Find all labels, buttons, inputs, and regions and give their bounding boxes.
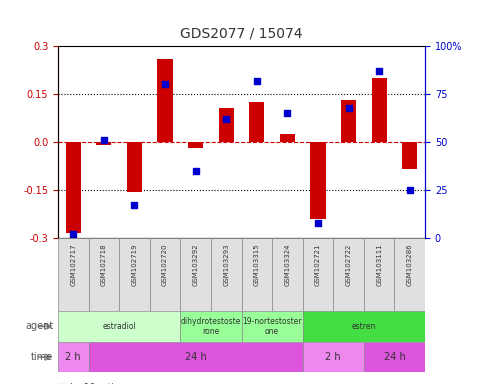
Point: [192, 168, 199, 174]
Bar: [66, 142, 81, 233]
Text: estren: estren: [352, 322, 376, 331]
Text: GSM102718: GSM102718: [101, 243, 107, 286]
FancyBboxPatch shape: [58, 238, 88, 311]
Text: 2 h: 2 h: [326, 352, 341, 362]
FancyBboxPatch shape: [88, 238, 119, 311]
Point: [314, 220, 322, 226]
FancyBboxPatch shape: [180, 238, 211, 311]
Bar: [303, 311, 425, 342]
Text: GSM102720: GSM102720: [162, 243, 168, 286]
Point: [375, 68, 383, 74]
FancyBboxPatch shape: [150, 238, 180, 311]
Text: GDS2077 / 15074: GDS2077 / 15074: [180, 27, 303, 41]
Text: log10 ratio: log10 ratio: [70, 383, 119, 384]
Point: [100, 137, 108, 143]
Bar: [364, 342, 425, 372]
FancyBboxPatch shape: [364, 238, 395, 311]
FancyBboxPatch shape: [272, 238, 303, 311]
Text: GSM103324: GSM103324: [284, 243, 290, 286]
Text: GSM103293: GSM103293: [223, 243, 229, 286]
FancyBboxPatch shape: [303, 238, 333, 311]
FancyBboxPatch shape: [242, 238, 272, 311]
Point: [406, 187, 413, 193]
Point: [70, 231, 77, 237]
Bar: [127, 142, 142, 192]
Bar: [341, 101, 356, 142]
FancyBboxPatch shape: [333, 238, 364, 311]
Text: estradiol: estradiol: [102, 322, 136, 331]
Text: GSM102722: GSM102722: [345, 243, 352, 286]
Text: GSM102719: GSM102719: [131, 243, 138, 286]
Text: GSM103111: GSM103111: [376, 243, 382, 286]
FancyBboxPatch shape: [119, 238, 150, 311]
Bar: [249, 102, 265, 142]
Text: time: time: [31, 352, 53, 362]
Text: GSM103292: GSM103292: [193, 243, 199, 286]
Bar: [280, 134, 295, 142]
FancyBboxPatch shape: [211, 238, 242, 311]
Bar: [96, 142, 112, 145]
Bar: [303, 342, 364, 372]
Text: agent: agent: [25, 321, 53, 331]
FancyBboxPatch shape: [395, 238, 425, 311]
Bar: [157, 59, 173, 142]
Point: [345, 104, 353, 111]
Text: GSM103286: GSM103286: [407, 243, 413, 286]
Bar: [242, 311, 303, 342]
Text: 2 h: 2 h: [65, 352, 81, 362]
Text: 24 h: 24 h: [185, 352, 207, 362]
Text: GSM103315: GSM103315: [254, 243, 260, 286]
Bar: [219, 108, 234, 142]
Bar: [402, 142, 417, 169]
Bar: [311, 142, 326, 219]
Bar: [371, 78, 387, 142]
Text: dihydrotestoste
rone: dihydrotestoste rone: [181, 317, 241, 336]
Point: [284, 110, 291, 116]
Point: [222, 116, 230, 122]
Bar: [88, 342, 303, 372]
Text: GSM102721: GSM102721: [315, 243, 321, 286]
Bar: [180, 311, 242, 342]
Point: [130, 202, 138, 209]
Text: 19-nortestoster
one: 19-nortestoster one: [242, 317, 302, 336]
Text: GSM102717: GSM102717: [70, 243, 76, 286]
Point: [253, 78, 261, 84]
Point: [161, 81, 169, 88]
Text: 24 h: 24 h: [384, 352, 405, 362]
Bar: [58, 342, 88, 372]
Bar: [58, 311, 180, 342]
Bar: [188, 142, 203, 149]
Text: ■: ■: [58, 383, 69, 384]
